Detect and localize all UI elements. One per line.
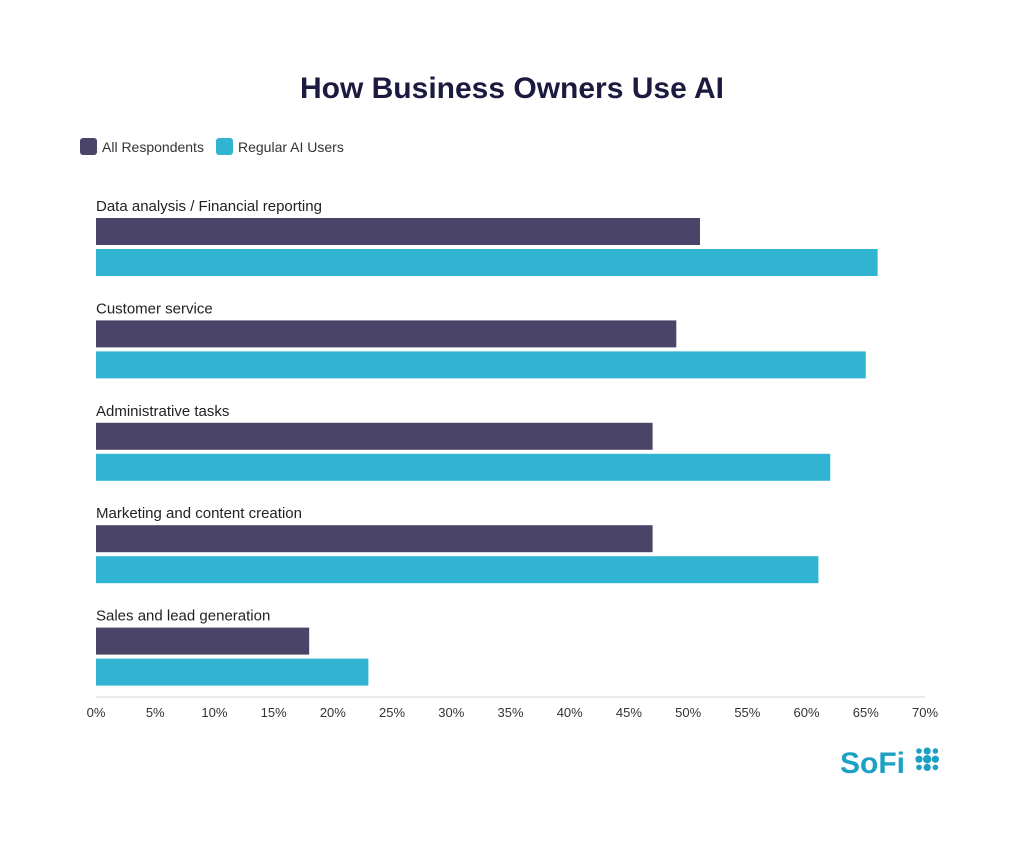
bar-0-1 bbox=[96, 320, 677, 348]
bar-1-4 bbox=[96, 658, 369, 686]
logo-dot bbox=[915, 755, 923, 763]
x-tick-label-11: 55% bbox=[734, 705, 760, 720]
bar-0-4 bbox=[96, 627, 310, 655]
sofi-logo: SoFi bbox=[840, 747, 940, 780]
bar-0-0 bbox=[96, 218, 700, 245]
x-tick-label-12: 60% bbox=[794, 705, 820, 720]
bar-1-2 bbox=[96, 453, 831, 481]
x-tick-label-0: 0% bbox=[87, 705, 106, 720]
logo-dot bbox=[923, 763, 931, 772]
x-tick-label-7: 35% bbox=[497, 705, 523, 720]
bars: Data analysis / Financial reporting Custo… bbox=[96, 198, 878, 686]
x-tick-label-4: 20% bbox=[320, 705, 346, 720]
x-tick-label-14: 70% bbox=[912, 705, 938, 720]
x-tick-label-6: 30% bbox=[438, 705, 464, 720]
bar-1-0 bbox=[96, 249, 878, 276]
x-tick-label-1: 5% bbox=[146, 705, 165, 720]
dot-grid-icon bbox=[915, 747, 940, 772]
logo-dot bbox=[923, 755, 932, 764]
category-label-1: Customer service bbox=[96, 300, 213, 317]
x-tick-label-8: 40% bbox=[557, 705, 583, 720]
category-label-0: Data analysis / Financial reporting bbox=[96, 198, 322, 215]
logo-dot bbox=[916, 764, 922, 771]
logo-dot bbox=[923, 747, 931, 755]
x-tick-label-10: 50% bbox=[675, 705, 701, 720]
logo-dot bbox=[932, 764, 939, 771]
category-label-2: Administrative tasks bbox=[96, 403, 229, 420]
legend: All Respondents Regular AI Users bbox=[80, 138, 344, 155]
logo-dot bbox=[932, 748, 939, 754]
logo-text: SoFi bbox=[840, 747, 905, 780]
chart-title: How Business Owners Use AI bbox=[300, 72, 724, 105]
x-tick-label-3: 15% bbox=[261, 705, 287, 720]
bar-0-2 bbox=[96, 422, 653, 450]
legend-label-1: Regular AI Users bbox=[238, 139, 344, 155]
category-label-3: Marketing and content creation bbox=[96, 505, 302, 522]
logo-dot bbox=[916, 748, 922, 754]
bar-1-1 bbox=[96, 351, 866, 379]
bar-1-3 bbox=[96, 556, 819, 584]
legend-swatch-1 bbox=[216, 138, 233, 155]
category-label-4: Sales and lead generation bbox=[96, 608, 270, 625]
logo-dot bbox=[931, 755, 940, 763]
x-tick-label-2: 10% bbox=[201, 705, 227, 720]
x-tick-label-5: 25% bbox=[379, 705, 405, 720]
bar-0-3 bbox=[96, 525, 653, 553]
x-tick-label-13: 65% bbox=[853, 705, 879, 720]
x-tick-label-9: 45% bbox=[616, 705, 642, 720]
x-axis: 0% 5% 10% 15% 20% 25% 30% 35% 40% 45% 50% 55% 60% 65%… bbox=[87, 696, 938, 720]
legend-swatch-0 bbox=[80, 138, 97, 155]
legend-label-0: All Respondents bbox=[102, 139, 204, 155]
